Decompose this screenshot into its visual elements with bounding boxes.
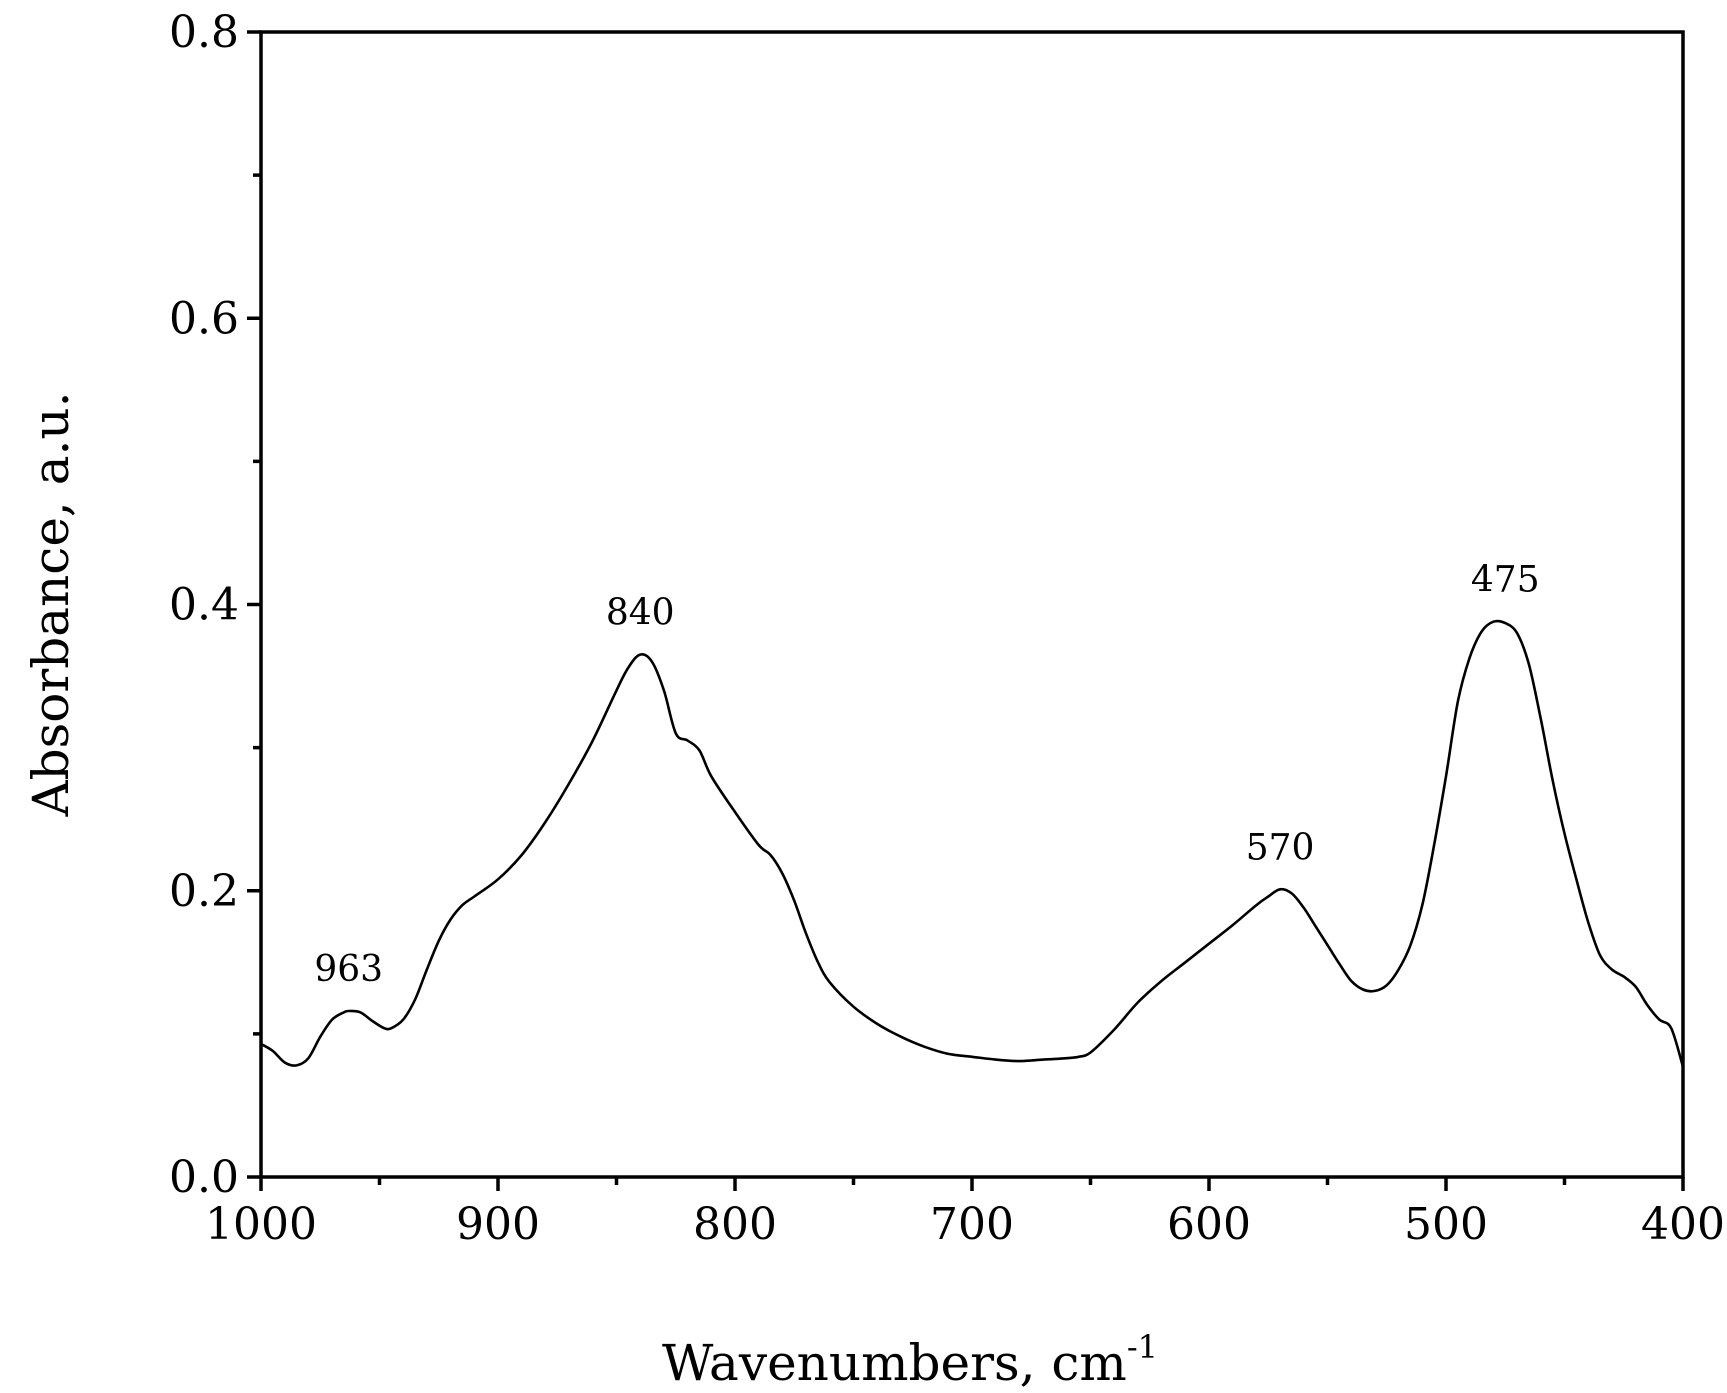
y-tick-label: 0.4 — [169, 580, 239, 631]
absorbance-curve — [260, 619, 1685, 1068]
x-tick-label: 700 — [930, 1199, 1014, 1250]
x-tick-label: 800 — [693, 1199, 777, 1250]
x-axis-title: Wavenumbers, cm-1 — [662, 1328, 1158, 1392]
plot-frame — [259, 30, 1685, 1179]
peak-label: 963 — [314, 949, 383, 990]
y-tick-label: 0.6 — [169, 293, 239, 344]
y-axis-title: Absorbance, a.u. — [22, 392, 80, 818]
y-tick-label: 0.2 — [169, 866, 239, 917]
y-tick-label: 0.8 — [169, 7, 239, 58]
x-axis-ticks — [259, 1177, 1685, 1191]
peak-annotations: 963 840 570 475 — [314, 560, 1539, 990]
y-axis-ticks — [247, 30, 261, 1179]
x-tick-label: 500 — [1404, 1199, 1488, 1250]
peak-label: 475 — [1471, 560, 1540, 601]
y-tick-label: 0.0 — [169, 1152, 239, 1203]
x-tick-label: 900 — [456, 1199, 540, 1250]
x-tick-label: 1000 — [205, 1199, 317, 1250]
plot-curves — [260, 619, 1685, 1068]
x-tick-label: 600 — [1167, 1199, 1251, 1250]
y-axis-tick-labels: 0.0 0.2 0.4 0.6 0.8 — [169, 7, 239, 1203]
peak-label: 570 — [1246, 827, 1315, 868]
x-axis-tick-labels: 1000 900 800 700 600 500 400 — [205, 1199, 1725, 1250]
peak-label: 840 — [606, 593, 675, 634]
x-tick-label: 400 — [1641, 1199, 1725, 1250]
